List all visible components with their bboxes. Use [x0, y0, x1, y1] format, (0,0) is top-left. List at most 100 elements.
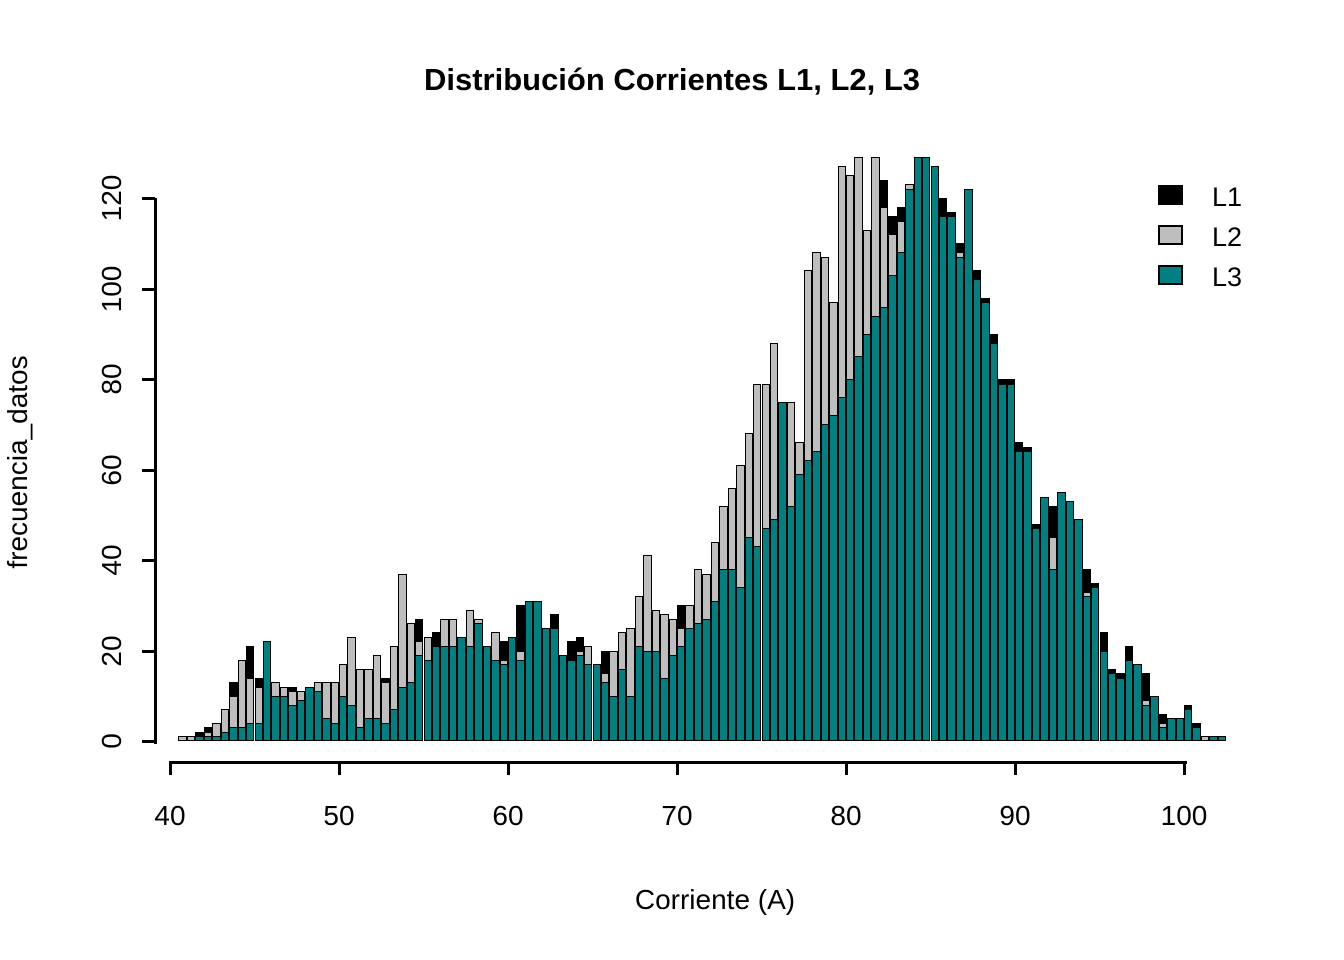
histogram-bar-l3	[795, 474, 804, 741]
histogram-bar-l3	[448, 645, 458, 741]
histogram-bar-l3	[829, 415, 838, 741]
x-axis-tick-label: 100	[1160, 800, 1208, 831]
histogram-bar-l3	[246, 722, 255, 741]
histogram-bar-l3	[1141, 704, 1151, 741]
histogram-bar-l3	[457, 636, 466, 741]
histogram-bar-l3	[1057, 492, 1066, 741]
histogram-bar-l3	[1091, 587, 1100, 741]
x-axis-label: Corriente (A)	[634, 884, 796, 915]
x-axis-tick	[338, 761, 341, 775]
histogram-bar-l3	[516, 659, 525, 741]
histogram-bar-l3	[1107, 673, 1117, 741]
histogram-bar-l3	[998, 383, 1007, 741]
histogram-bar-l3	[220, 731, 230, 741]
histogram-bar-l3	[389, 709, 399, 741]
histogram-bar-l3	[212, 736, 221, 741]
histogram-bar-l3	[947, 216, 956, 741]
histogram-bar-l3	[1209, 736, 1218, 741]
histogram-bar-l3	[744, 537, 754, 741]
histogram-bar-l3	[1167, 718, 1176, 741]
histogram-bar-l3	[719, 569, 728, 741]
histogram-bar-l2	[178, 736, 187, 741]
histogram-bar-l3	[905, 188, 914, 741]
histogram-bar-l3	[1175, 718, 1184, 741]
histogram-bar-l3	[761, 528, 770, 741]
histogram-bar-l3	[575, 655, 585, 741]
histogram-bar-l3	[677, 645, 686, 741]
histogram-bar-l3	[879, 306, 889, 741]
histogram-bar-l3	[1133, 664, 1142, 741]
legend-label-l2: L2	[1212, 222, 1243, 252]
histogram-bar-l3	[550, 627, 559, 741]
histogram-bar-l3	[922, 157, 931, 741]
histogram-bar-l3	[769, 519, 779, 741]
histogram-bar-l3	[322, 718, 331, 741]
histogram-bar-l3	[1031, 528, 1041, 741]
x-axis-tick	[676, 761, 679, 775]
histogram-bar-l2	[186, 736, 196, 741]
histogram-bar-l3	[398, 686, 407, 741]
y-axis-tick-label: 0	[96, 733, 127, 749]
histogram-bar-l3	[913, 157, 923, 741]
histogram-bar-l3	[1158, 727, 1168, 741]
histogram-bar-l3	[643, 650, 652, 741]
histogram-bar-l3	[1048, 569, 1058, 741]
x-axis-tick-label: 50	[323, 800, 355, 831]
histogram-bar-l3	[279, 695, 289, 741]
y-axis-tick	[142, 287, 155, 291]
histogram-bar-l3	[271, 695, 280, 741]
legend-swatch-l2	[1158, 225, 1183, 245]
histogram-bar-l3	[474, 623, 483, 741]
histogram-bar-l3	[1124, 659, 1134, 741]
histogram-bar-l3	[1006, 383, 1015, 741]
histogram-bar-l3	[254, 722, 263, 741]
histogram-bar-l3	[1116, 677, 1125, 741]
histogram-bar-l3	[330, 722, 339, 741]
histogram-bar-l3	[508, 636, 517, 741]
y-axis-label: frecuencia_datos	[2, 355, 33, 569]
histogram-bar-l3	[524, 600, 534, 741]
histogram-bar-l3	[296, 700, 306, 741]
legend-swatch-l1	[1158, 185, 1183, 205]
x-axis-tick	[1183, 761, 1186, 775]
histogram-bar-l3	[203, 736, 213, 741]
histogram-bar-l3	[465, 645, 475, 741]
histogram-bar-l3	[415, 655, 424, 741]
histogram-bar-l3	[305, 686, 314, 741]
histogram-bar-l3	[237, 727, 247, 741]
histogram-bar-l3	[347, 704, 356, 741]
histogram-bar-l3	[609, 695, 618, 741]
histogram-bar-l3	[1184, 709, 1193, 741]
y-axis-tick-label: 40	[96, 544, 127, 576]
histogram-bar-l3	[195, 736, 204, 741]
histogram-bar-l3	[617, 668, 627, 741]
histogram-bar-l3	[440, 645, 449, 741]
y-axis-tick	[142, 197, 155, 200]
histogram-bar-l3	[592, 664, 601, 741]
y-axis-tick-label: 100	[96, 265, 127, 312]
histogram-bar-l3	[634, 645, 644, 741]
histogram-bar-l3	[727, 569, 737, 741]
histogram-bar-l3	[668, 655, 677, 741]
histogram-bar-l3	[955, 256, 965, 741]
x-axis-tick-label: 40	[154, 800, 186, 831]
histogram-bar-l3	[938, 216, 948, 741]
histogram-bar-l3	[964, 188, 973, 741]
histogram-bar-l3	[1192, 727, 1201, 741]
x-axis-tick-label: 90	[999, 800, 1031, 831]
histogram-bar-l3	[820, 424, 830, 741]
histogram-bar-l3	[567, 659, 576, 741]
histogram-bar-l3	[482, 645, 492, 741]
legend-label-l1: L1	[1212, 182, 1243, 212]
legend-label-l3: L3	[1212, 262, 1243, 292]
histogram-bar-l3	[837, 397, 846, 741]
histogram-bar-l3	[930, 166, 939, 741]
y-axis-tick	[142, 740, 155, 743]
histogram-bar-l3	[702, 618, 711, 741]
histogram-bar-l3	[1150, 695, 1159, 741]
x-axis-tick	[845, 761, 848, 775]
histogram-bar-l3	[499, 664, 508, 741]
histogram-bar-l3	[812, 451, 821, 741]
legend: L1 L2 L3	[1158, 182, 1318, 295]
